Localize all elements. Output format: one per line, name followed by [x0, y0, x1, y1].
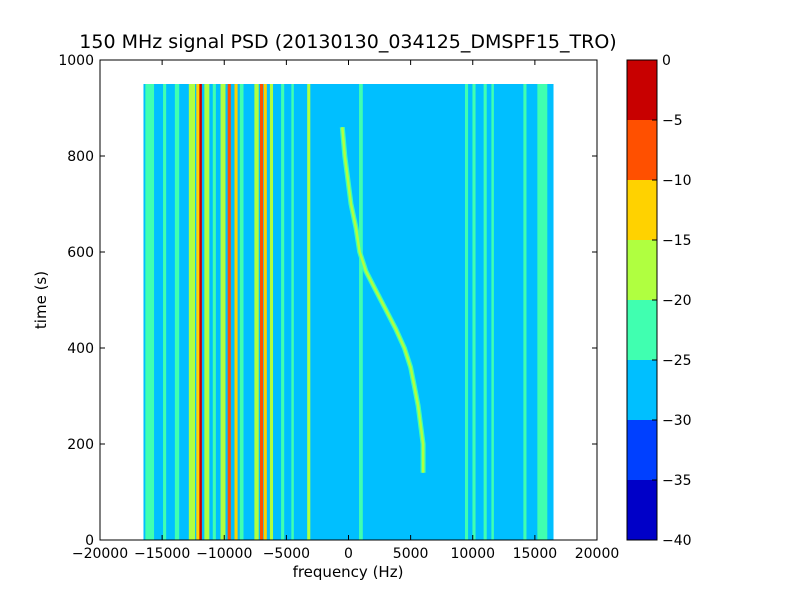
vertical-line-21	[472, 84, 476, 540]
vertical-line-4	[196, 84, 201, 540]
colorbar-tick-label: −5	[662, 113, 683, 129]
x-tick-label: −10000	[196, 546, 252, 562]
x-tick-label: 20000	[575, 546, 620, 562]
x-tick-label: 10000	[450, 546, 495, 562]
vertical-line-7	[212, 84, 216, 540]
vertical-line-12	[254, 84, 259, 540]
colorbar-tick-label: −20	[662, 293, 692, 309]
colorbar	[627, 60, 657, 540]
doppler-trace	[341, 127, 425, 473]
colorbar-ticks: 0 −5 −10 −15 −20 −25 −30 −35 −40	[652, 53, 692, 549]
spectrogram-vertical-lines	[145, 84, 548, 540]
vertical-line-3	[188, 84, 196, 540]
vertical-line-6	[204, 84, 210, 540]
x-tick-label: 15000	[513, 546, 558, 562]
colorbar-tick-label: 0	[662, 53, 671, 69]
vertical-line-17	[291, 84, 294, 540]
colorbar-level-2	[627, 360, 657, 420]
colorbar-tick-label: −40	[662, 533, 692, 549]
colorbar-frame	[626, 59, 658, 541]
y-tick-label: 200	[67, 437, 94, 453]
colorbar-level-5	[627, 180, 657, 240]
vertical-line-10	[234, 84, 238, 540]
vertical-line-15	[269, 84, 274, 540]
vertical-line-14	[263, 84, 267, 540]
vertical-line-25	[537, 84, 548, 540]
x-tick-label: −20000	[72, 546, 128, 562]
y-tick-label: 0	[85, 533, 94, 549]
vertical-line-9	[227, 84, 231, 540]
vertical-line-5	[199, 84, 202, 540]
vertical-line-8	[220, 84, 226, 540]
x-tick-label: 0	[344, 546, 353, 562]
x-tick-label: −15000	[134, 546, 190, 562]
x-tick-label: 5000	[393, 546, 429, 562]
vertical-line-20	[464, 84, 469, 540]
vertical-line-24	[523, 84, 527, 540]
vertical-line-0	[145, 84, 155, 540]
y-axis-ticks: 0 200 400 600 800 1000	[58, 53, 597, 549]
vertical-line-16	[281, 84, 285, 540]
colorbar-level-7	[627, 60, 657, 120]
vertical-line-11	[239, 84, 244, 540]
colorbar-level-3	[627, 300, 657, 360]
vertical-line-23	[491, 84, 494, 540]
vertical-line-13	[259, 84, 264, 540]
colorbar-tick-label: −10	[662, 173, 692, 189]
y-tick-label: 1000	[58, 53, 94, 69]
spectrogram-plot	[100, 60, 597, 540]
colorbar-level-0	[627, 480, 657, 540]
colorbar-level-6	[627, 120, 657, 180]
x-axis-label: frequency (Hz)	[293, 563, 404, 581]
colorbar-level-1	[627, 420, 657, 480]
chart-title: 150 MHz signal PSD (20130130_034125_DMSP…	[79, 31, 616, 53]
vertical-line-22	[483, 84, 487, 540]
colorbar-tick-label: −35	[662, 473, 692, 489]
y-tick-label: 400	[67, 341, 94, 357]
x-tick-label: −5000	[263, 546, 310, 562]
y-axis-label: time (s)	[32, 271, 50, 329]
x-axis-ticks: −20000 −15000 −10000 −5000 0 5000 10000 15000 20…	[72, 60, 619, 562]
vertical-line-1	[163, 84, 167, 540]
colorbar-tick-label: −30	[662, 413, 692, 429]
colorbar-tick-label: −15	[662, 233, 692, 249]
vertical-line-19	[359, 84, 363, 540]
vertical-line-2	[174, 84, 180, 540]
colorbar-level-4	[627, 240, 657, 300]
y-tick-label: 800	[67, 149, 94, 165]
vertical-line-18	[307, 84, 311, 540]
doppler-trace-group	[339, 126, 426, 473]
colorbar-tick-label: −25	[662, 353, 692, 369]
y-tick-label: 600	[67, 245, 94, 261]
